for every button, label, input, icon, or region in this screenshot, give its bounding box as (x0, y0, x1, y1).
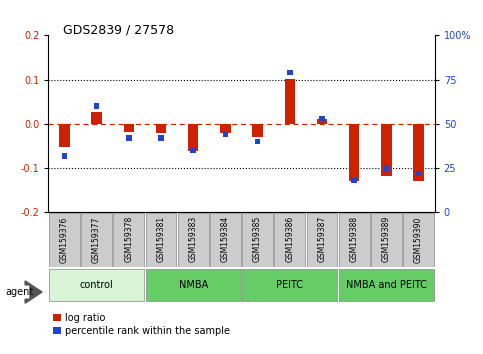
Bar (351, 178, 357, 183)
Bar (413, 124, 424, 181)
Bar (317, 119, 327, 124)
Bar (284, 79, 295, 124)
Legend: log ratio, percentile rank within the sample: log ratio, percentile rank within the sa… (53, 313, 230, 336)
Text: GSM159388: GSM159388 (350, 216, 359, 262)
Bar (190, 148, 196, 153)
Bar (287, 70, 293, 75)
Text: GSM159376: GSM159376 (60, 216, 69, 263)
Bar (145, 213, 176, 267)
Bar (81, 213, 112, 267)
Bar (178, 213, 209, 267)
FancyArrow shape (25, 281, 42, 303)
Bar (94, 103, 99, 109)
Bar (371, 213, 402, 267)
Text: NMBA: NMBA (179, 280, 208, 290)
Bar (91, 112, 102, 124)
Text: control: control (80, 280, 114, 290)
Text: GSM159383: GSM159383 (189, 216, 198, 262)
Bar (210, 213, 241, 267)
Text: GSM159389: GSM159389 (382, 216, 391, 262)
Bar (307, 213, 338, 267)
Bar (145, 269, 241, 301)
Text: GSM159387: GSM159387 (317, 216, 327, 262)
Text: GSM159381: GSM159381 (156, 216, 166, 262)
Bar (61, 153, 67, 159)
Text: NMBA and PEITC: NMBA and PEITC (346, 280, 427, 290)
Bar (126, 135, 132, 141)
Bar (114, 213, 144, 267)
Bar (158, 135, 164, 141)
Bar (416, 171, 422, 176)
Text: GSM159390: GSM159390 (414, 216, 423, 263)
Bar (124, 124, 134, 132)
Bar (242, 213, 273, 267)
Text: agent: agent (6, 287, 34, 297)
Bar (156, 124, 166, 133)
Bar (255, 139, 260, 144)
Text: GSM159384: GSM159384 (221, 216, 230, 262)
Bar (339, 213, 369, 267)
Text: PEITC: PEITC (276, 280, 303, 290)
Bar (223, 132, 228, 137)
Bar (381, 124, 392, 176)
Bar (220, 124, 230, 133)
Bar (253, 124, 263, 137)
Bar (59, 124, 70, 147)
Bar (349, 124, 359, 181)
Bar (403, 213, 434, 267)
Bar (242, 269, 338, 301)
Text: GSM159385: GSM159385 (253, 216, 262, 262)
Bar (188, 124, 199, 152)
Bar (49, 269, 144, 301)
Text: GSM159377: GSM159377 (92, 216, 101, 263)
Bar (49, 213, 80, 267)
Bar (384, 165, 389, 171)
Bar (274, 213, 305, 267)
Text: GSM159378: GSM159378 (124, 216, 133, 262)
Bar (339, 269, 434, 301)
Bar (319, 116, 325, 121)
Text: GSM159386: GSM159386 (285, 216, 294, 262)
Text: GDS2839 / 27578: GDS2839 / 27578 (63, 23, 174, 36)
